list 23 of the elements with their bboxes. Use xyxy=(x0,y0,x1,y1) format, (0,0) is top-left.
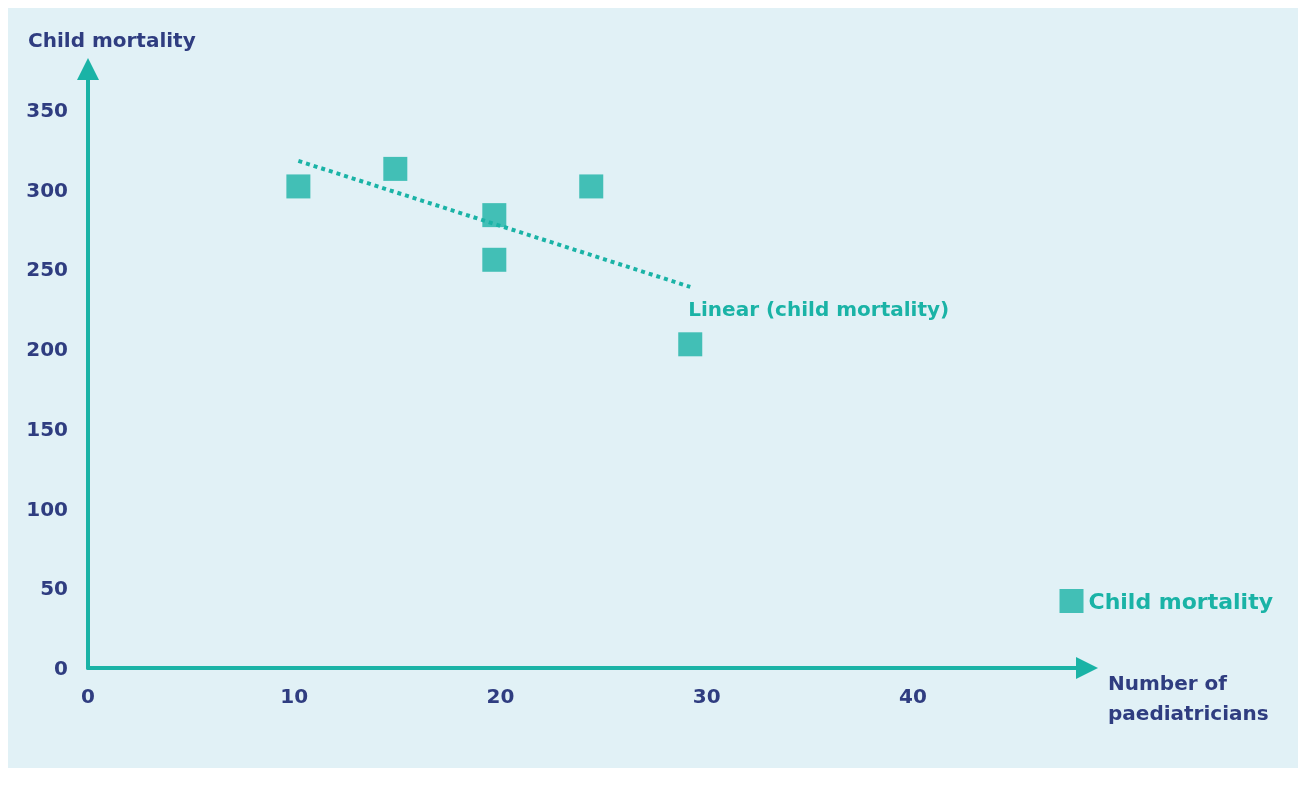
y-tick-label: 150 xyxy=(26,416,68,441)
y-tick-label: 0 xyxy=(54,656,68,680)
legend-label: Child mortality xyxy=(1088,588,1274,614)
x-tick-label: 10 xyxy=(280,684,309,708)
point xyxy=(383,156,408,181)
point xyxy=(579,174,604,199)
y-tick-label: 200 xyxy=(26,337,68,362)
point xyxy=(286,174,311,199)
y-tick-label: 250 xyxy=(26,257,68,282)
x-tick-label: 0 xyxy=(81,684,95,708)
y-tick-label: 300 xyxy=(26,177,68,202)
x-axis-title: Number of paediatricians xyxy=(1108,671,1269,725)
point xyxy=(482,247,507,272)
x-tick-label: 20 xyxy=(486,684,515,708)
series-label: Linear (child mortality) xyxy=(688,296,950,321)
x-tick-label: 30 xyxy=(692,684,721,708)
point xyxy=(678,332,703,357)
y-tick-label: 350 xyxy=(26,97,68,122)
x-tick-label: 40 xyxy=(899,684,927,708)
y-tick-label: 50 xyxy=(40,576,68,601)
point xyxy=(482,203,507,228)
y-axis-title: Child mortality xyxy=(28,28,196,52)
y-tick-label: 100 xyxy=(26,496,68,521)
